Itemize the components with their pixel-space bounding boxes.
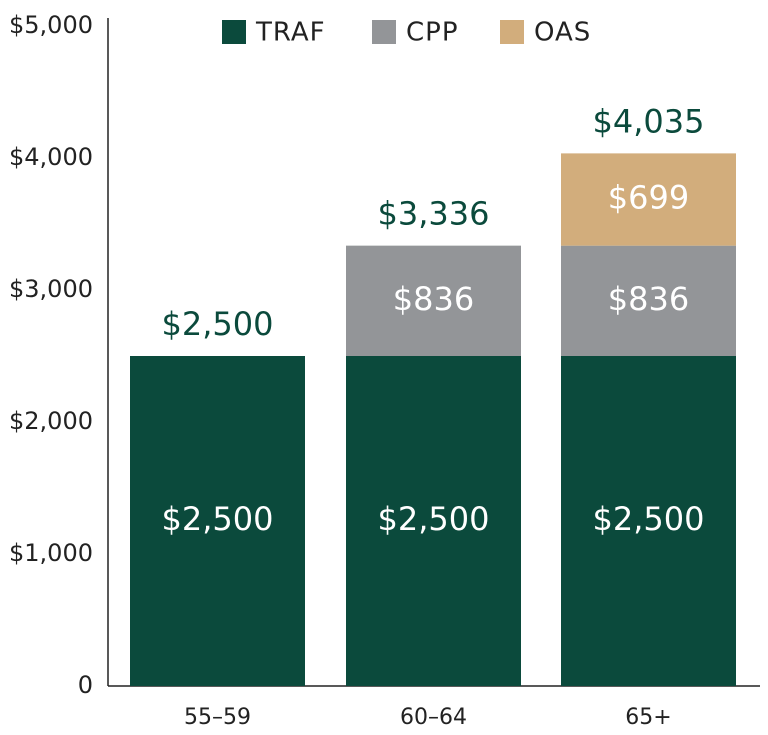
legend-swatch — [500, 20, 524, 44]
bar-segment — [561, 153, 736, 246]
legend-label: OAS — [534, 18, 591, 48]
y-tick-label: $1,000 — [9, 539, 93, 567]
value-label: $2,500 — [378, 500, 490, 538]
value-label: $699 — [608, 179, 689, 217]
legend-swatch — [222, 20, 246, 44]
legend-label: TRAF — [255, 18, 326, 48]
bar-segment — [561, 245, 736, 356]
y-tick-label: $5,000 — [9, 11, 93, 39]
x-tick-label: 65+ — [625, 705, 671, 730]
bar-segment — [346, 356, 521, 686]
bar-segment — [561, 356, 736, 686]
legend-label: CPP — [406, 18, 459, 48]
value-label: $836 — [608, 280, 689, 318]
x-tick-label: 60–64 — [400, 705, 467, 730]
y-tick-label: $4,000 — [9, 143, 93, 171]
value-label: $836 — [393, 280, 474, 318]
x-tick-label: 55–59 — [184, 705, 251, 730]
y-tick-label: $2,000 — [9, 407, 93, 435]
legend-swatch — [372, 20, 396, 44]
value-label: $2,500 — [162, 500, 274, 538]
y-tick-label: $3,000 — [9, 275, 93, 303]
total-label: $3,336 — [378, 195, 490, 233]
value-label: $2,500 — [593, 500, 705, 538]
y-tick-label: 0 — [78, 671, 93, 699]
bar-segment — [130, 356, 305, 686]
total-label: $4,035 — [593, 102, 705, 140]
bar-segment — [346, 245, 521, 356]
total-label: $2,500 — [162, 305, 274, 343]
